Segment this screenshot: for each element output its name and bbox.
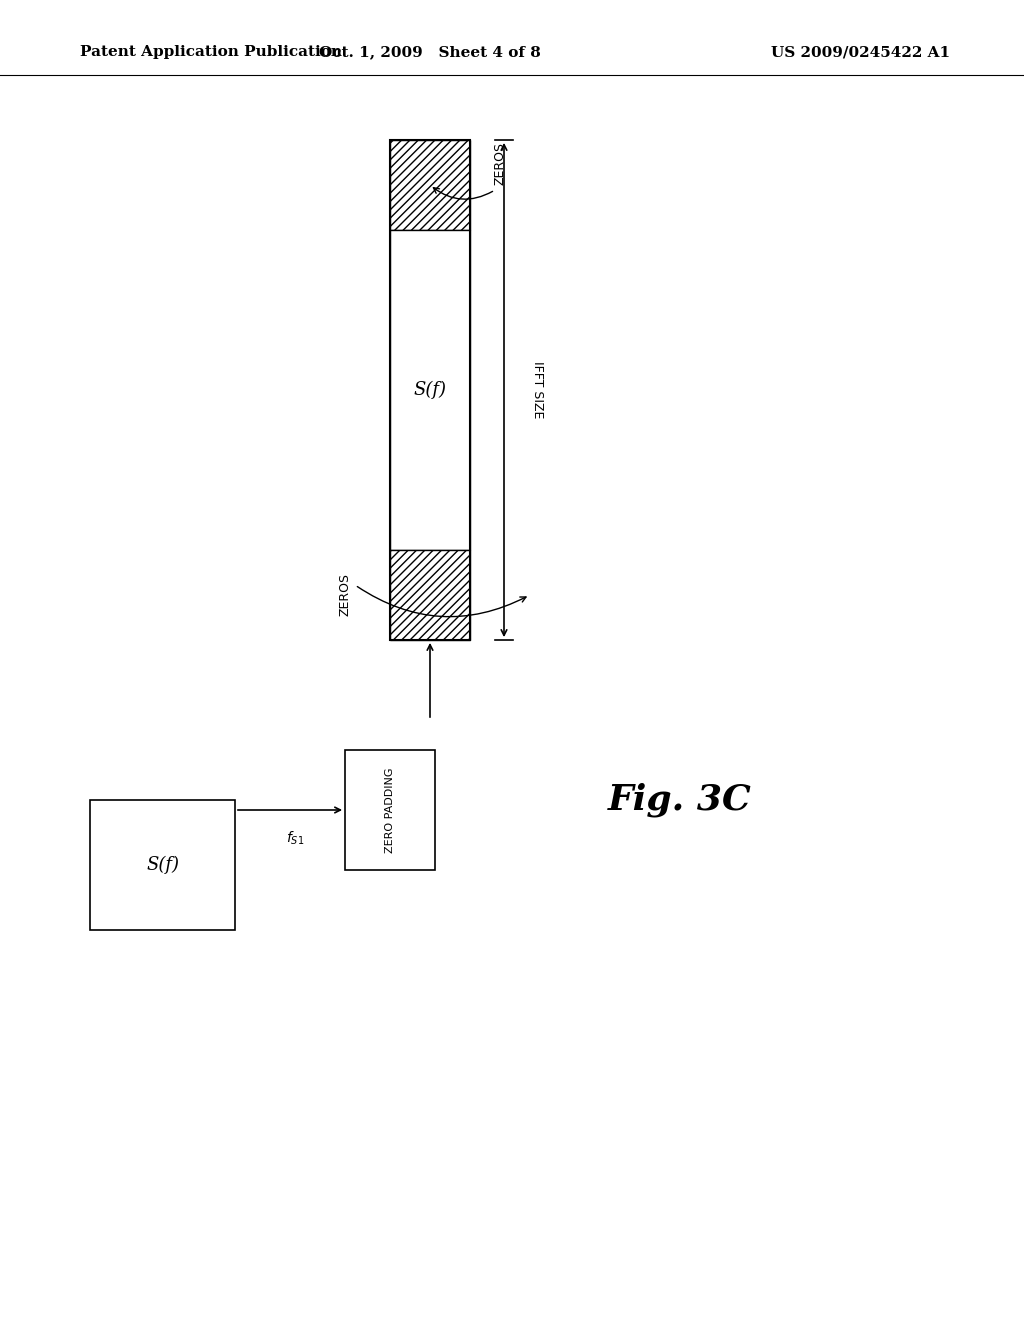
Bar [345,750,435,870]
Bar [390,140,470,640]
Bar [390,140,470,230]
Text: IFFT SIZE: IFFT SIZE [531,362,545,418]
Text: S(f): S(f) [146,855,179,874]
Bar [90,800,234,931]
Text: $f_{S1}$: $f_{S1}$ [286,830,304,847]
Bar [390,230,470,550]
Text: ZEROS: ZEROS [339,573,351,616]
Text: Patent Application Publication: Patent Application Publication [80,45,342,59]
Bar [390,550,470,640]
Text: Fig. 3C: Fig. 3C [608,783,752,817]
Text: Oct. 1, 2009   Sheet 4 of 8: Oct. 1, 2009 Sheet 4 of 8 [319,45,541,59]
Text: ZEROS: ZEROS [494,143,507,185]
Text: US 2009/0245422 A1: US 2009/0245422 A1 [771,45,950,59]
Text: ZERO PADDING: ZERO PADDING [385,767,395,853]
Text: S(f): S(f) [414,381,446,399]
